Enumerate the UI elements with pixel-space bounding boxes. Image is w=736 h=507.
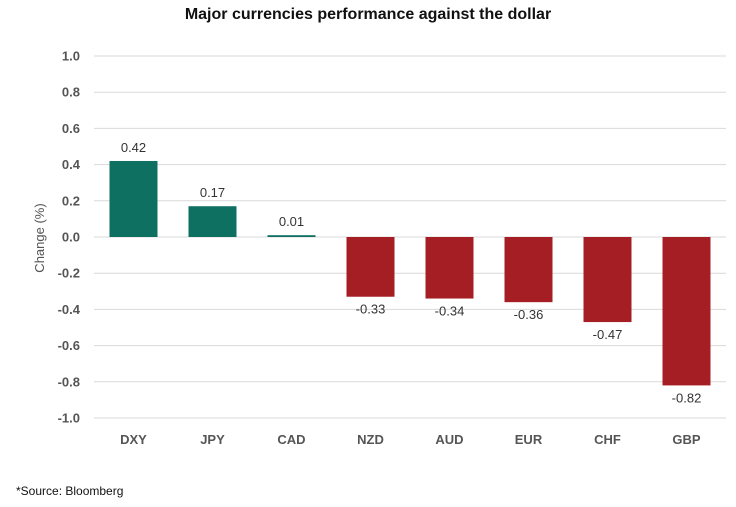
y-axis-ticks: 1.0 0.8 0.6 0.4 0.2 0.0 -0.2 -0.4 -0.6 -0.8 -1.0 [58,49,81,426]
chart-title: Major currencies performance against the… [184,6,552,23]
bar-jpy [188,206,237,237]
category-label-aud: AUD [435,432,463,447]
y-tick-label: -0.8 [58,374,80,389]
data-labels: 0.42 0.17 0.01 -0.33 -0.34 -0.36 -0.47 -0.82 [121,140,701,405]
y-tick-label: -0.4 [58,302,81,317]
category-label-dxy: DXY [120,432,147,447]
bar-chart: 1.0 0.8 0.6 0.4 0.2 0.0 -0.2 -0.4 -0.6 -0.8 -1.0 0… [32,49,726,447]
data-label-dxy: 0.42 [121,140,146,155]
data-label-aud: -0.34 [435,304,465,319]
y-tick-label: 0.4 [62,157,81,172]
bar-nzd [346,237,395,297]
bars [109,160,711,386]
bar-cad [267,235,316,237]
bar-eur [504,237,553,303]
y-tick-label: 1.0 [62,49,80,64]
category-label-jpy: JPY [200,432,225,447]
category-label-eur: EUR [515,432,543,447]
y-axis-title: Change (%) [32,203,47,272]
data-label-chf: -0.47 [593,327,623,342]
y-tick-label: -1.0 [58,411,80,426]
data-label-cad: 0.01 [279,214,304,229]
source-note: *Source: Bloomberg [16,484,124,498]
category-label-nzd: NZD [357,432,384,447]
data-label-jpy: 0.17 [200,185,225,200]
y-tick-label: 0.0 [62,230,80,245]
category-label-chf: CHF [594,432,621,447]
y-tick-label: -0.6 [58,338,80,353]
y-tick-label: 0.8 [62,85,80,100]
category-label-cad: CAD [277,432,305,447]
bar-chf [583,237,632,323]
x-axis-categories: DXY JPY CAD NZD AUD EUR CHF GBP [120,432,701,447]
category-label-gbp: GBP [672,432,701,447]
bar-dxy [109,160,158,237]
data-label-eur: -0.36 [514,307,544,322]
y-tick-label: 0.2 [62,193,80,208]
y-tick-label: -0.2 [58,266,80,281]
data-label-gbp: -0.82 [672,390,702,405]
bar-gbp [662,237,711,386]
bar-aud [425,237,474,299]
y-tick-label: 0.6 [62,121,80,136]
data-label-nzd: -0.33 [356,302,386,317]
